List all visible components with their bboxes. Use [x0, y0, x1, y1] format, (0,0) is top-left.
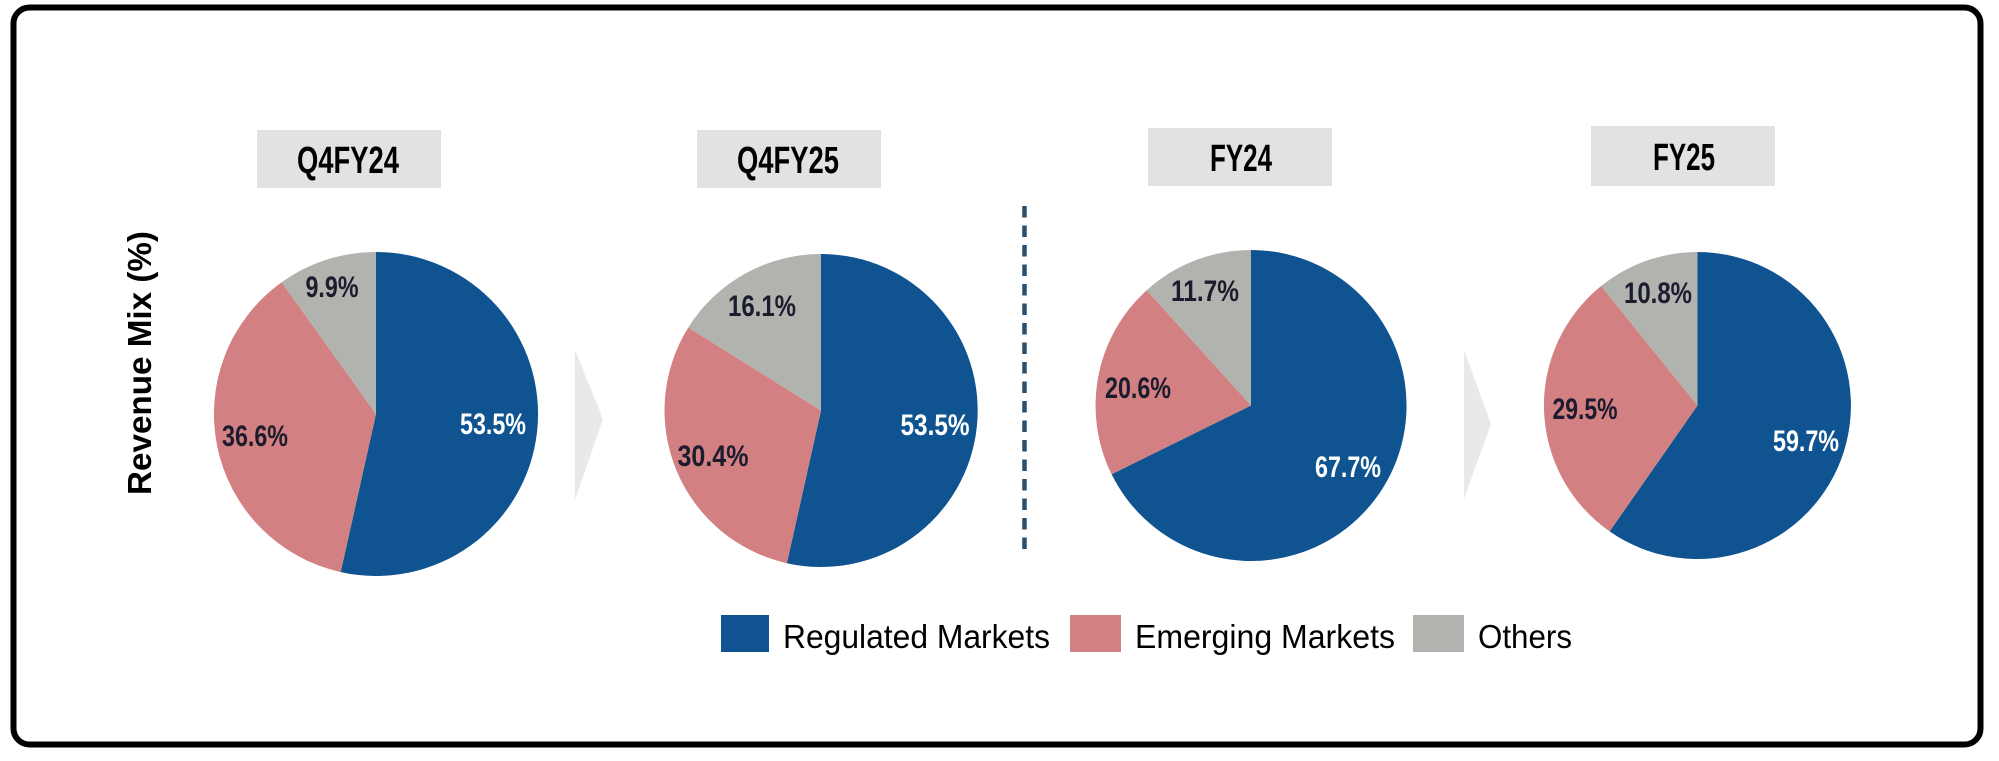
- svg-text:Regulated Markets: Regulated Markets: [783, 618, 1050, 655]
- svg-text:Q4FY24: Q4FY24: [297, 140, 399, 182]
- svg-text:FY24: FY24: [1210, 138, 1272, 180]
- svg-text:9.9%: 9.9%: [306, 271, 359, 304]
- svg-text:10.8%: 10.8%: [1624, 277, 1692, 310]
- svg-text:53.5%: 53.5%: [901, 409, 970, 442]
- svg-text:59.7%: 59.7%: [1773, 425, 1839, 458]
- svg-text:Emerging Markets: Emerging Markets: [1135, 618, 1395, 655]
- svg-text:Revenue Mix (%): Revenue Mix (%): [121, 231, 158, 495]
- svg-text:29.5%: 29.5%: [1553, 393, 1618, 426]
- svg-text:Q4FY25: Q4FY25: [737, 140, 839, 182]
- svg-text:20.6%: 20.6%: [1105, 372, 1171, 405]
- svg-text:30.4%: 30.4%: [678, 440, 749, 473]
- svg-text:Others: Others: [1478, 618, 1572, 655]
- svg-text:FY25: FY25: [1653, 137, 1715, 179]
- svg-text:11.7%: 11.7%: [1171, 275, 1239, 308]
- svg-text:53.5%: 53.5%: [460, 408, 526, 441]
- svg-text:16.1%: 16.1%: [728, 290, 796, 323]
- svg-text:67.7%: 67.7%: [1315, 451, 1381, 484]
- svg-text:36.6%: 36.6%: [222, 420, 288, 453]
